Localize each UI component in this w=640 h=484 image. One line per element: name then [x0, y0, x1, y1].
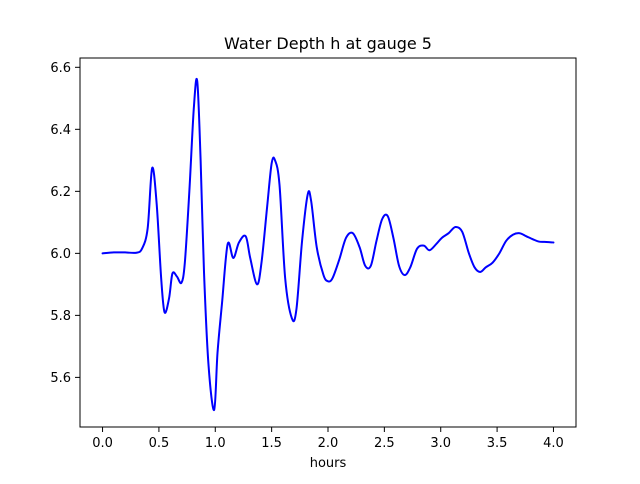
- x-tick-label: 4.0: [543, 436, 564, 451]
- x-tick-label: 0.5: [149, 436, 170, 451]
- x-tick-label: 1.5: [261, 436, 282, 451]
- y-tick-label: 6.6: [50, 61, 71, 76]
- x-tick-label: 2.5: [374, 436, 395, 451]
- x-tick-label: 0.0: [92, 436, 113, 451]
- x-tick-label: 2.0: [318, 436, 339, 451]
- y-tick-label: 6.0: [50, 247, 71, 262]
- y-tick-label: 5.6: [50, 371, 71, 386]
- x-tick-label: 3.0: [430, 436, 451, 451]
- y-tick-label: 6.4: [50, 123, 71, 138]
- x-tick-label: 3.5: [487, 436, 508, 451]
- x-tick-label: 1.0: [205, 436, 226, 451]
- y-tick-label: 6.2: [50, 185, 71, 200]
- x-axis-label: hours: [310, 456, 347, 471]
- chart-title: Water Depth h at gauge 5: [224, 34, 432, 53]
- y-tick-label: 5.8: [50, 309, 71, 324]
